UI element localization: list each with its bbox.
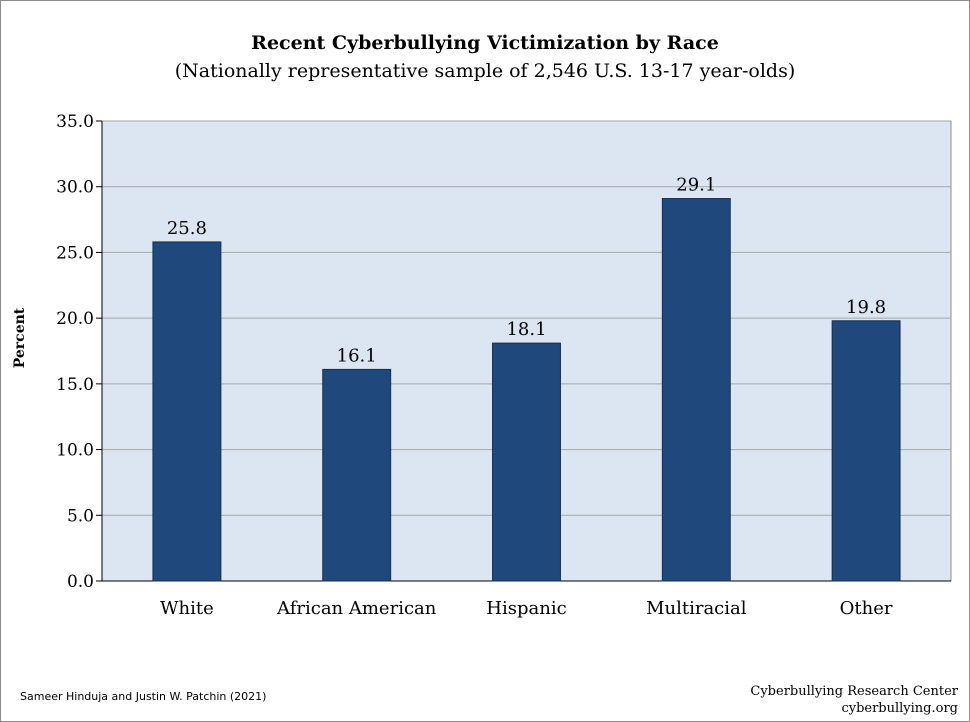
bar	[322, 368, 392, 582]
bar	[492, 342, 561, 582]
bar	[152, 241, 222, 582]
footer-credit: Cyberbullying Research Center cyberbully…	[750, 683, 958, 717]
bar	[831, 320, 901, 582]
org-name: Cyberbullying Research Center	[750, 684, 958, 699]
data-label: 29.1	[676, 175, 716, 196]
org-url: cyberbullying.org	[841, 701, 958, 716]
y-tick-label: 5.0	[67, 506, 94, 526]
y-tick-label: 15.0	[56, 375, 94, 395]
x-tick-label: African American	[276, 598, 437, 619]
x-tick-label: Hispanic	[486, 598, 566, 619]
bar	[661, 198, 731, 582]
y-tick-label: 10.0	[56, 441, 94, 461]
y-tick-label: 30.0	[56, 178, 94, 198]
x-tick-label: Multiracial	[646, 598, 747, 619]
data-label: 18.1	[506, 319, 546, 340]
x-tick-label: White	[160, 598, 214, 619]
y-tick-label: 20.0	[56, 309, 94, 329]
y-tick-label: 0.0	[67, 572, 94, 592]
data-label: 25.8	[167, 218, 207, 239]
x-tick-label: Other	[840, 598, 893, 619]
chart-title: Recent Cyberbullying Victimization by Ra…	[251, 32, 719, 54]
chart-subtitle: (Nationally representative sample of 2,5…	[174, 60, 796, 82]
y-tick-label: 25.0	[56, 243, 94, 263]
y-tick-label: 35.0	[56, 112, 94, 132]
data-label: 19.8	[846, 297, 886, 318]
data-label: 16.1	[337, 345, 377, 366]
citation-text: Sameer Hinduja and Justin W. Patchin (20…	[20, 690, 267, 703]
